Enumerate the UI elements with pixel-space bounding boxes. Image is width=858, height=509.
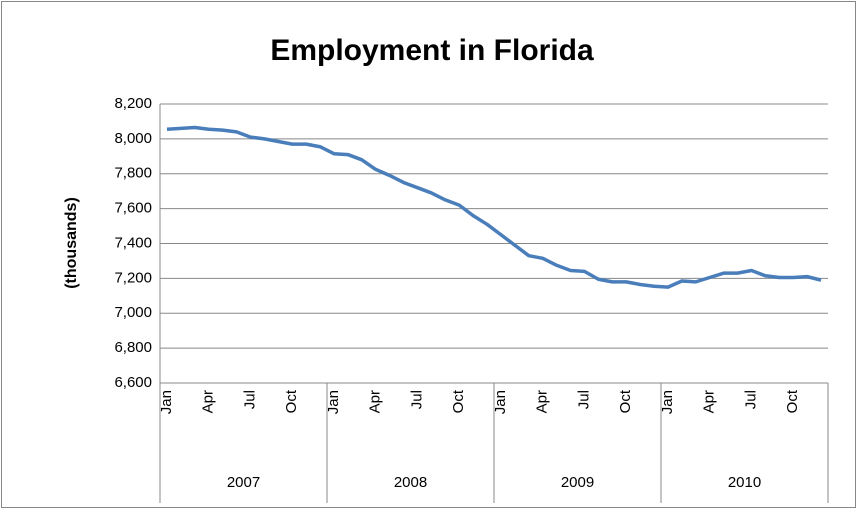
x-tick-label: Jan: [492, 390, 509, 414]
x-group-label: 2007: [227, 474, 260, 491]
y-tick-label: 6,600: [114, 374, 152, 391]
x-group-label: 2010: [728, 474, 761, 491]
x-group-label: 2008: [394, 474, 427, 491]
chart-title: Employment in Florida: [270, 34, 594, 67]
y-tick-label: 7,600: [114, 200, 152, 217]
x-tick-label: Jan: [158, 390, 175, 414]
x-tick-label: Jul: [241, 390, 258, 409]
x-group-label: 2009: [561, 474, 594, 491]
x-tick-label: Oct: [784, 389, 801, 413]
x-tick-label: Jul: [575, 390, 592, 409]
y-tick-label: 8,200: [114, 95, 152, 112]
line-series: [166, 125, 822, 289]
x-tick-label: Jan: [659, 390, 676, 414]
x-tick-label: Jul: [742, 390, 759, 409]
x-tick-label: Apr: [367, 390, 384, 413]
y-tick-label: 8,000: [114, 130, 152, 147]
x-tick-label: Oct: [283, 389, 300, 413]
y-axis-label: (thousands): [63, 197, 80, 289]
x-tick-label: Apr: [701, 390, 718, 413]
y-tick-label: 7,200: [114, 269, 152, 286]
x-tick-label: Jan: [325, 390, 342, 414]
y-tick-label: 7,800: [114, 165, 152, 182]
x-tick-label: Jul: [408, 390, 425, 409]
x-tick-label: Apr: [534, 390, 551, 413]
y-tick-label: 7,000: [114, 304, 152, 321]
x-tick-label: Oct: [450, 389, 467, 413]
y-tick-label: 7,400: [114, 234, 152, 251]
x-tick-label: Oct: [617, 389, 634, 413]
x-tick-label: Apr: [200, 390, 217, 413]
y-tick-label: 6,800: [114, 339, 152, 356]
